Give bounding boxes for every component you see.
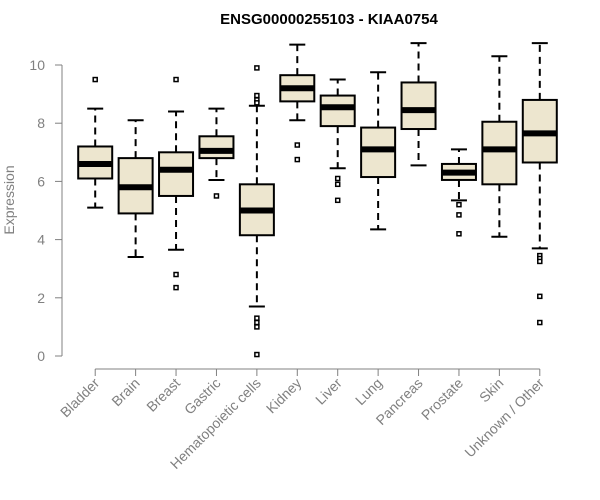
box-gastric [198,107,235,199]
box-skin [481,55,518,238]
x-tick-label: Kidney [263,375,305,417]
outlier-point [254,319,260,326]
y-tick-label: 8 [37,115,45,131]
box-body [481,120,518,186]
outlier-point [334,175,341,182]
box-pancreas [400,42,437,167]
y-axis-label: Expression [1,165,17,234]
outlier-point [254,351,260,358]
outlier-point [537,258,543,265]
box-hematopoietic-cells [238,65,275,358]
box-body [198,135,235,160]
box-body [400,81,437,131]
box-body [158,151,195,197]
y-tick-label: 4 [37,232,45,248]
outlier-point [254,100,260,106]
outlier-point [254,315,260,321]
outlier-point [537,319,543,326]
y-tick-label: 6 [37,173,45,189]
box-body [319,94,356,128]
box-lung [360,71,397,231]
box-liver [319,78,356,204]
box-kidney [279,43,316,163]
box-prostate [440,148,477,237]
chart-title: ENSG00000255103 - KIAA0754 [220,11,438,28]
outlier-point [173,271,179,278]
outlier-point [294,142,301,148]
outlier-point [92,76,98,83]
y-tick-label: 0 [37,348,45,364]
outlier-point [173,284,179,291]
box-breast [158,76,195,291]
outlier-point [213,193,220,199]
x-tick-label: Prostate [418,375,466,423]
x-tick-label: Bladder [57,375,103,421]
x-tick-label: Breast [143,375,183,415]
x-tick-label: Skin [476,375,507,406]
y-axis: 0 2 4 6 8 10 [29,57,63,364]
y-tick-label: 10 [29,57,45,73]
outlier-point [254,65,260,71]
outlier-point [456,231,462,237]
x-tick-label: Brain [108,375,142,409]
boxes-group [77,42,558,358]
outlier-point [537,293,543,300]
outlier-point [334,197,341,204]
box-bladder [77,76,114,209]
box-unknown-other [521,42,558,326]
outlier-point [456,201,462,208]
outlier-point [334,181,341,188]
outlier-point [254,92,260,99]
box-brain [117,119,154,259]
x-tick-label: Liver [312,375,345,408]
outlier-point [173,76,179,83]
outlier-point [294,156,301,163]
outlier-point [456,212,462,218]
y-tick-label: 2 [37,290,45,306]
x-tick-label: Lung [352,375,385,408]
outlier-point [254,324,260,330]
